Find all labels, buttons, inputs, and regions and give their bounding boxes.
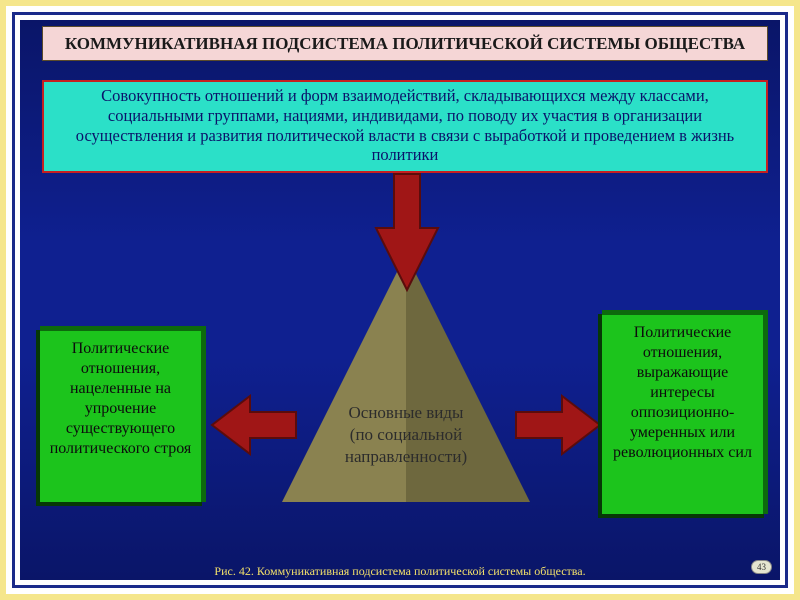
left-category-text: Политические отношения, нацеленные на уп… <box>50 340 192 457</box>
right-category-box: Политические отношения, выражающие интер… <box>602 310 768 514</box>
title-text: КОММУНИКАТИВНАЯ ПОДСИСТЕМА ПОЛИТИЧЕСКОЙ … <box>65 34 745 53</box>
title-box: КОММУНИКАТИВНАЯ ПОДСИСТЕМА ПОЛИТИЧЕСКОЙ … <box>42 26 768 61</box>
caption-text: Рис. 42. Коммуникативная подсистема поли… <box>214 564 585 578</box>
definition-text: Совокупность отношений и форм взаимодейс… <box>76 86 734 164</box>
slide-frame: КОММУНИКАТИВНАЯ ПОДСИСТЕМА ПОЛИТИЧЕСКОЙ … <box>0 0 800 600</box>
center-label-top: Основные виды <box>314 402 498 424</box>
arrow-right-icon <box>514 394 602 456</box>
slide-content: КОММУНИКАТИВНАЯ ПОДСИСТЕМА ПОЛИТИЧЕСКОЙ … <box>20 20 780 580</box>
center-label: Основные виды (по социальной направленно… <box>314 402 498 468</box>
right-category-text: Политические отношения, выражающие интер… <box>613 324 752 461</box>
arrow-down-icon <box>372 172 442 292</box>
left-category-box: Политические отношения, нацеленные на уп… <box>40 326 206 502</box>
arrow-left-icon <box>210 394 298 456</box>
definition-box: Совокупность отношений и форм взаимодейс… <box>42 80 768 173</box>
center-label-bottom: (по социальной направленности) <box>314 424 498 468</box>
figure-caption: Рис. 42. Коммуникативная подсистема поли… <box>20 564 780 579</box>
page-number-text: 43 <box>757 562 766 572</box>
page-number-badge: 43 <box>751 560 772 574</box>
